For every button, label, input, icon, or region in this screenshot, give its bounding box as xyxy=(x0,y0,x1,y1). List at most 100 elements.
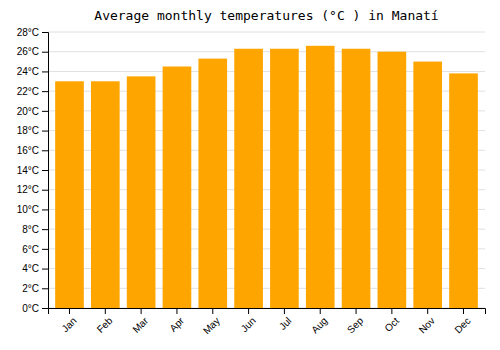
y-tick-mark xyxy=(42,190,48,191)
y-tick-label: 22°C xyxy=(17,86,39,97)
y-tick-mark xyxy=(42,288,48,289)
x-axis-line xyxy=(49,309,486,315)
bar xyxy=(198,59,227,308)
x-tick-label: Dec xyxy=(452,315,472,335)
grid-line xyxy=(48,51,485,52)
y-tick-label: 14°C xyxy=(17,165,39,176)
y-tick: 20°C xyxy=(17,106,48,117)
bar xyxy=(163,67,192,309)
y-tick-mark xyxy=(42,150,48,151)
y-tick-label: 20°C xyxy=(17,106,39,117)
y-tick: 24°C xyxy=(17,66,48,77)
x-tick-label: Jan xyxy=(60,315,79,334)
x-tick: Jul xyxy=(277,308,294,332)
x-tick-mark xyxy=(463,308,464,314)
x-tick-label: Feb xyxy=(95,315,115,335)
bar xyxy=(55,81,84,308)
y-tick-label: 0°C xyxy=(22,303,39,314)
y-tick-label: 18°C xyxy=(17,125,39,136)
y-tick-mark xyxy=(42,32,48,33)
y-tick: 2°C xyxy=(22,283,48,294)
x-tick-mark xyxy=(141,308,142,314)
bar xyxy=(91,81,120,308)
x-tick-label: Apr xyxy=(167,315,186,334)
x-tick-mark xyxy=(356,308,357,314)
y-tick: 6°C xyxy=(22,244,48,255)
x-tick-mark xyxy=(248,308,249,314)
chart: 0°C 2°C 4°C 6°C 8°C 10°C 12°C 14°C 16°C 18°C 20°C 2… xyxy=(0,0,500,350)
title: Average monthly temperatures (°C ) in Ma… xyxy=(94,8,438,23)
y-tick-label: 24°C xyxy=(17,66,39,77)
x-tick-mark xyxy=(212,308,213,314)
y-tick-mark xyxy=(42,249,48,250)
y-tick-label: 2°C xyxy=(22,283,39,294)
x-tick: Oct xyxy=(382,308,401,334)
x-tick-mark xyxy=(105,308,106,314)
x-tick-mark xyxy=(427,308,428,314)
plot: 0°C 2°C 4°C 6°C 8°C 10°C 12°C 14°C 16°C 18°C 20°C 2… xyxy=(17,27,486,337)
grid-line xyxy=(48,32,485,33)
x-tick-mark xyxy=(320,308,321,314)
y-tick-mark xyxy=(42,269,48,270)
y-tick-mark xyxy=(42,229,48,230)
y-tick: 4°C xyxy=(22,263,48,274)
y-tick-label: 10°C xyxy=(17,204,39,215)
bar xyxy=(270,49,299,308)
y-tick: 18°C xyxy=(17,125,48,136)
y-tick-mark xyxy=(42,71,48,72)
x-tick-label: Jun xyxy=(239,315,258,334)
bar xyxy=(306,46,335,308)
bars xyxy=(55,46,478,308)
y-tick-label: 4°C xyxy=(22,263,39,274)
x-tick-mark xyxy=(176,308,177,314)
x-tick: Sep xyxy=(345,308,366,335)
grid xyxy=(48,32,485,308)
x-tick-mark xyxy=(284,308,285,314)
x-tick: Jan xyxy=(60,308,79,334)
bar xyxy=(342,49,371,308)
x-axis: Jan Feb Mar Apr May Jun Jul Aug Sep Oct Nov Dec xyxy=(49,308,486,336)
x-tick: Nov xyxy=(417,308,437,335)
y-axis: 0°C 2°C 4°C 6°C 8°C 10°C 12°C 14°C 16°C 18°C 20°C 2… xyxy=(17,27,49,314)
x-tick: Dec xyxy=(452,308,472,335)
y-tick: 14°C xyxy=(17,165,48,176)
x-tick: Mar xyxy=(130,308,150,335)
y-tick: 26°C xyxy=(17,46,48,57)
y-tick: 8°C xyxy=(22,224,48,235)
x-tick-label: Jul xyxy=(277,315,294,332)
x-tick: Feb xyxy=(95,308,115,335)
y-tick: 10°C xyxy=(17,204,48,215)
x-tick: Aug xyxy=(309,308,329,335)
y-tick: 16°C xyxy=(17,145,48,156)
y-tick-label: 28°C xyxy=(17,27,39,38)
y-tick: 12°C xyxy=(17,184,48,195)
y-tick: 0°C xyxy=(22,303,48,314)
y-tick-mark xyxy=(42,52,48,53)
y-tick-label: 26°C xyxy=(17,46,39,57)
x-tick-label: Oct xyxy=(382,315,401,334)
bar xyxy=(127,76,156,308)
bar xyxy=(234,49,263,308)
x-tick-label: May xyxy=(201,315,222,336)
x-tick-label: Nov xyxy=(417,315,437,335)
x-tick: Jun xyxy=(239,308,258,334)
y-axis-line xyxy=(42,33,49,309)
y-tick-mark xyxy=(42,170,48,171)
x-tick-mark xyxy=(391,308,392,314)
bar xyxy=(378,52,407,308)
x-tick-label: Aug xyxy=(309,315,329,335)
y-tick-mark xyxy=(42,308,48,309)
x-tick-mark xyxy=(69,308,70,314)
x-tick-label: Sep xyxy=(345,315,366,336)
y-tick-label: 6°C xyxy=(22,244,39,255)
x-tick: Apr xyxy=(167,308,186,334)
x-tick: May xyxy=(201,308,222,336)
y-tick-mark xyxy=(42,91,48,92)
bar xyxy=(413,62,442,308)
y-tick-label: 16°C xyxy=(17,145,39,156)
x-tick-label: Mar xyxy=(130,315,150,335)
y-tick-mark xyxy=(42,111,48,112)
y-tick-mark xyxy=(42,131,48,132)
y-tick: 28°C xyxy=(17,27,48,38)
y-tick-label: 8°C xyxy=(22,224,39,235)
